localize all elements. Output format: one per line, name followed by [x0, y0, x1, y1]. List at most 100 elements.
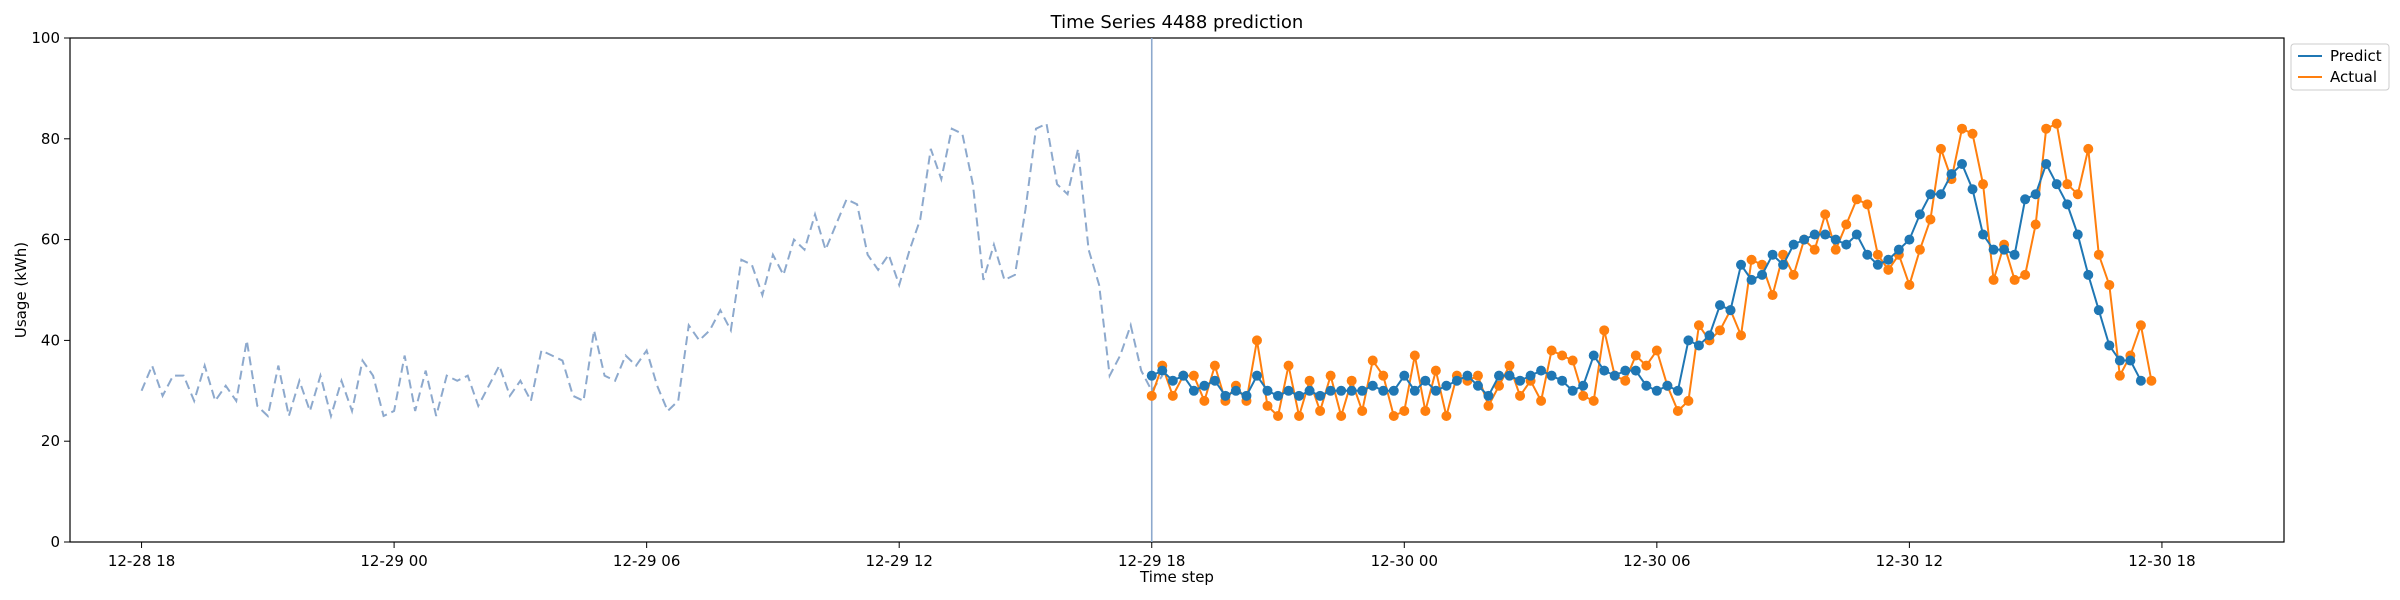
- actual-point: [1283, 360, 1294, 371]
- predict-point: [1999, 244, 2010, 255]
- predict-point: [2104, 340, 2115, 351]
- predict-point: [1988, 244, 1999, 255]
- actual-point: [1620, 375, 1631, 386]
- actual-point: [1430, 365, 1441, 376]
- actual-point: [1315, 405, 1326, 416]
- predict-point: [1157, 365, 1168, 376]
- actual-point: [1209, 360, 1220, 371]
- predict-point: [1967, 184, 1978, 195]
- actual-point: [1304, 375, 1315, 386]
- actual-point: [1357, 405, 1368, 416]
- predict-point: [1651, 385, 1662, 396]
- predict-point: [1578, 380, 1589, 391]
- actual-point: [1588, 395, 1599, 406]
- predict-point: [1662, 380, 1673, 391]
- actual-point: [2146, 375, 2157, 386]
- actual-point: [2072, 189, 2083, 200]
- actual-point: [1493, 380, 1504, 391]
- actual-point: [1546, 345, 1557, 356]
- actual-point: [1294, 411, 1305, 421]
- predict-point: [1273, 390, 1284, 401]
- actual-point: [1872, 249, 1883, 260]
- history-series-line: [140, 122, 1164, 420]
- actual-point: [1641, 360, 1652, 371]
- actual-point: [1199, 395, 1210, 406]
- actual-point: [1188, 370, 1199, 381]
- plot-frame: [69, 37, 2285, 543]
- predict-point: [1609, 370, 1620, 381]
- actual-point: [1515, 390, 1526, 401]
- predict-point: [1188, 385, 1199, 396]
- actual-point: [1746, 254, 1757, 265]
- actual-series-line: [1150, 122, 2153, 420]
- predict-point: [1283, 385, 1294, 396]
- actual-point: [2009, 274, 2020, 285]
- actual-point: [1925, 214, 1936, 225]
- predict-point: [1893, 244, 1904, 255]
- predict-point: [1146, 370, 1157, 381]
- actual-point: [1567, 355, 1578, 366]
- actual-point: [1957, 123, 1968, 134]
- predict-point: [1220, 390, 1231, 401]
- actual-point: [1273, 411, 1284, 421]
- actual-point: [1504, 360, 1515, 371]
- actual-point: [1251, 335, 1262, 346]
- actual-point: [1578, 390, 1589, 401]
- predict-point: [1420, 375, 1431, 386]
- y-tick-label: 40: [41, 331, 60, 349]
- actual-point: [1672, 405, 1683, 416]
- predict-point: [1630, 365, 1641, 376]
- y-tick-label: 100: [31, 29, 60, 47]
- predict-point: [1851, 229, 1862, 240]
- predict-point: [1325, 385, 1336, 396]
- predict-point: [2114, 355, 2125, 366]
- legend: Predict Actual: [2290, 43, 2390, 91]
- predict-point: [1251, 370, 1262, 381]
- actual-point: [1767, 290, 1778, 301]
- predict-point: [1799, 234, 1810, 245]
- predict-point: [1925, 189, 1936, 200]
- predict-point: [1914, 209, 1925, 220]
- predict-point: [1820, 229, 1831, 240]
- predict-point: [1788, 239, 1799, 250]
- actual-point: [1409, 350, 1420, 361]
- predict-point: [2062, 199, 2073, 210]
- actual-point: [2083, 143, 2094, 154]
- predict-point: [1841, 239, 1852, 250]
- predict-point: [1504, 370, 1515, 381]
- predict-point: [1757, 269, 1768, 280]
- predict-point: [1304, 385, 1315, 396]
- actual-point: [1788, 269, 1799, 280]
- actual-point: [2030, 219, 2041, 230]
- predict-point: [1714, 300, 1725, 311]
- predict-point: [1483, 390, 1494, 401]
- predict-point: [1388, 385, 1399, 396]
- predict-point: [1683, 335, 1694, 346]
- actual-point: [1367, 355, 1378, 366]
- chart-title: Time Series 4488 prediction: [1050, 12, 1304, 33]
- predict-point: [1209, 375, 1220, 386]
- predict-point: [1736, 259, 1747, 270]
- x-tick-label: 12-30 06: [1623, 552, 1690, 570]
- predict-point: [1904, 234, 1915, 245]
- predict-point: [2020, 194, 2031, 205]
- actual-point: [1630, 350, 1641, 361]
- actual-point: [2062, 179, 2073, 190]
- predict-point: [1515, 375, 1526, 386]
- predict-point: [1167, 375, 1178, 386]
- legend-predict-label: Predict: [2330, 47, 2382, 65]
- actual-point: [1988, 274, 1999, 285]
- actual-point: [1472, 370, 1483, 381]
- actual-point: [1388, 411, 1399, 421]
- y-tick-label: 0: [50, 533, 60, 551]
- predict-point: [1430, 385, 1441, 396]
- predict-point: [1472, 380, 1483, 391]
- actual-point: [1883, 264, 1894, 275]
- actual-point: [1757, 259, 1768, 270]
- predict-point: [1546, 370, 1557, 381]
- predict-point: [2009, 249, 2020, 260]
- predict-point: [1367, 380, 1378, 391]
- predict-point: [2041, 159, 2052, 169]
- x-tick-label: 12-30 00: [1371, 552, 1438, 570]
